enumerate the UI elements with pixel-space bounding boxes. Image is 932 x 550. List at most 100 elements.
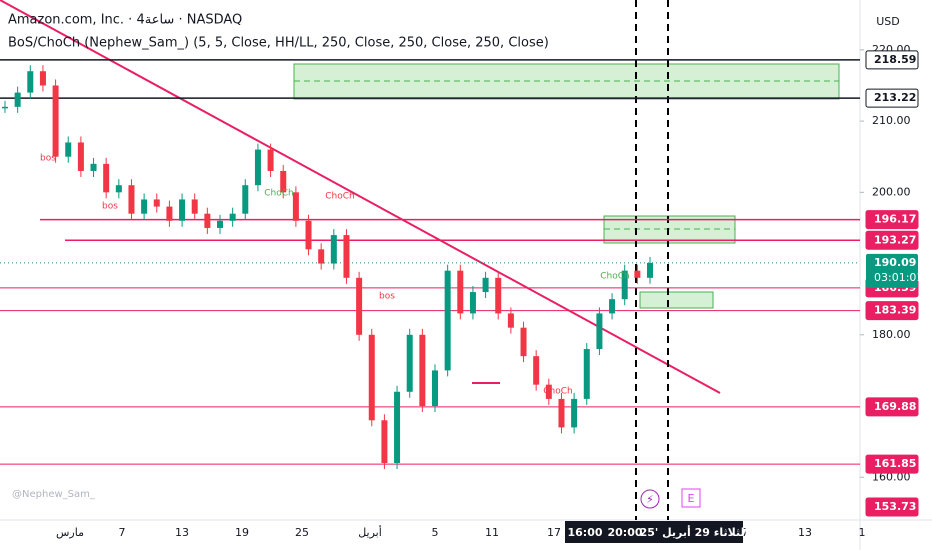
candle-body (267, 149, 274, 171)
candle-body (115, 185, 122, 193)
candle-body (90, 163, 97, 171)
candle-body (583, 349, 590, 399)
level-label: 183.39 (874, 304, 916, 317)
level-badge (865, 88, 919, 108)
candle-body (457, 270, 464, 314)
indicator-title: BoS/ChoCh (Nephew_Sam_) (5, 5, Close, HH… (8, 36, 549, 51)
level-label: 218.59 (874, 53, 916, 66)
candle-body (343, 235, 350, 278)
x-tick-label: 25 (295, 526, 309, 539)
candle-body (254, 149, 261, 186)
watermark: @Nephew_Sam_ (12, 489, 96, 500)
currency[interactable]: USD (876, 15, 900, 28)
candle-body (419, 334, 426, 407)
candle-body (204, 213, 211, 228)
event-icon-label: ⚡ (646, 493, 654, 506)
candle-body (356, 277, 363, 335)
level-label: 161.85 (874, 457, 916, 470)
structure-label: bos (102, 202, 118, 212)
candle-body (318, 249, 325, 264)
candle-body (432, 370, 438, 407)
candle-body (128, 185, 135, 214)
x-tick-label: 7 (742, 526, 749, 539)
x-tick-label: 17 (547, 526, 561, 539)
level-badge (865, 301, 919, 321)
cursor-label: الثلاثاء 29 أبريل '25 (640, 525, 749, 539)
x-tick-label: 11 (485, 526, 499, 539)
cursor-label: 16:00 (567, 526, 602, 539)
candle-body (14, 92, 21, 107)
x-tick-label: 13 (798, 526, 812, 539)
candle-body (482, 277, 489, 293)
candle-body (368, 334, 375, 421)
candle-body (647, 262, 653, 278)
level-label: 153.73 (874, 500, 916, 513)
x-tick-label: مارس (56, 526, 84, 539)
candle-body (330, 235, 337, 264)
structure-label: bos (40, 154, 56, 164)
countdown: 03:01:01 (874, 271, 923, 284)
current-label: 190.09 (874, 256, 916, 269)
cursor-label: 20:00 (607, 526, 642, 539)
level-badge (865, 50, 919, 70)
level-badge (865, 230, 919, 250)
candle-body (381, 420, 388, 464)
candle-body (27, 71, 34, 93)
candle-body (103, 163, 110, 193)
candle-body (507, 313, 514, 328)
cursor-badge (645, 521, 743, 543)
candle-body (242, 185, 249, 214)
cursor-badge (605, 521, 645, 543)
event-icon-label: E (688, 492, 695, 505)
candle-body (596, 313, 603, 350)
candle-body (52, 85, 59, 157)
level-badge (865, 397, 919, 417)
x-tick-label: أبريل (358, 525, 382, 539)
candle-body (621, 270, 628, 300)
level-label: 196.17 (874, 213, 916, 226)
x-tick-label: 1 (859, 526, 866, 539)
event-icon[interactable] (640, 489, 660, 509)
level-badge (865, 210, 919, 230)
candle-body (609, 299, 616, 314)
x-tick-label: 13 (175, 526, 189, 539)
y-tick-label: 210.00 (872, 114, 911, 127)
structure-label: bos (379, 292, 395, 302)
level-label: 213.22 (874, 91, 916, 104)
candle-body (141, 199, 148, 214)
candle-body (39, 71, 46, 86)
candle-body (2, 106, 8, 109)
candle-body (153, 199, 160, 207)
candle-body (229, 213, 236, 221)
candle-body (533, 356, 540, 385)
candle-body (634, 270, 641, 278)
candle-body (394, 391, 401, 464)
level-label: 193.27 (874, 233, 916, 246)
candle-body (571, 398, 578, 428)
candle-body (65, 142, 72, 157)
x-tick-label: 7 (119, 526, 126, 539)
zone-box (639, 291, 714, 309)
candle-body (305, 220, 312, 250)
candle-body (179, 199, 186, 221)
x-tick-label: 5 (432, 526, 439, 539)
cursor-badge (565, 521, 605, 543)
candle-body (495, 277, 502, 314)
candle-body (469, 292, 476, 314)
candle-body (520, 327, 527, 357)
candle-body (545, 384, 552, 399)
event-icon[interactable] (681, 488, 701, 508)
y-tick-label: 180.00 (872, 328, 911, 341)
level-badge (865, 497, 919, 517)
level-badge (865, 454, 919, 474)
candle-body (280, 170, 287, 193)
candle-body (191, 199, 198, 214)
candle-body (444, 270, 451, 371)
candle-body (558, 398, 565, 428)
symbol-title: Amazon.com, Inc. · 4ساعة · NASDAQ (8, 13, 242, 28)
marker (472, 382, 500, 384)
current-badge (866, 253, 918, 288)
y-tick-label: 200.00 (872, 185, 911, 198)
level-label: 169.88 (874, 400, 916, 413)
candle-body (77, 142, 84, 171)
